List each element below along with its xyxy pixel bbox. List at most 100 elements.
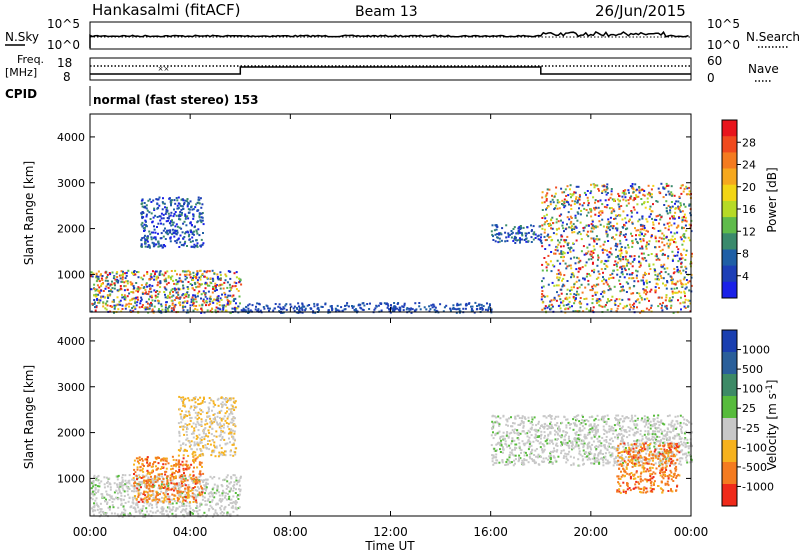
- data-cell: [111, 306, 113, 308]
- data-cell: [575, 226, 577, 228]
- data-cell: [541, 202, 543, 204]
- data-cell: [603, 278, 605, 280]
- data-cell: [646, 221, 648, 223]
- data-cell: [153, 217, 155, 219]
- data-cell: [573, 429, 575, 431]
- data-cell: [656, 259, 658, 261]
- data-cell: [123, 508, 125, 510]
- data-cell: [156, 492, 158, 494]
- data-cell: [198, 429, 200, 431]
- data-cell: [672, 293, 674, 295]
- data-cell: [518, 239, 520, 241]
- data-cell: [626, 305, 628, 307]
- data-cell: [95, 294, 97, 296]
- data-cell: [232, 490, 234, 492]
- data-cell: [188, 270, 190, 272]
- data-cell: [209, 301, 211, 303]
- data-cell: [166, 209, 168, 211]
- data-cell: [566, 293, 568, 295]
- data-cell: [565, 461, 567, 463]
- data-cell: [668, 273, 670, 275]
- data-cell: [570, 221, 572, 223]
- cpid-value: normal (fast stereo) 153: [93, 93, 259, 107]
- data-cell: [546, 214, 548, 216]
- data-cell: [565, 308, 567, 310]
- data-cell: [565, 263, 567, 265]
- data-cell: [184, 221, 186, 223]
- data-cell: [677, 225, 679, 227]
- data-cell: [496, 236, 498, 238]
- data-cell: [581, 284, 583, 286]
- data-cell: [98, 271, 100, 273]
- data-cell: [501, 240, 503, 242]
- data-cell: [229, 290, 231, 292]
- data-cell: [468, 302, 470, 304]
- data-cell: [156, 506, 158, 508]
- data-cell: [585, 253, 587, 255]
- data-cell: [621, 196, 623, 198]
- data-cell: [171, 270, 173, 272]
- data-cell: [476, 305, 478, 307]
- data-cell: [208, 432, 210, 434]
- data-cell: [208, 509, 210, 511]
- data-cell: [472, 306, 474, 308]
- data-cell: [289, 303, 291, 305]
- data-cell: [186, 274, 188, 276]
- data-cell: [175, 279, 177, 281]
- data-cell: [137, 299, 139, 301]
- data-cell: [185, 423, 187, 425]
- data-cell: [683, 249, 685, 251]
- data-cell: [528, 232, 530, 234]
- data-cell: [508, 236, 510, 238]
- data-cell: [677, 251, 679, 253]
- data-cell: [452, 304, 454, 306]
- data-cell: [200, 413, 202, 415]
- data-cell: [595, 294, 597, 296]
- data-cell: [174, 483, 176, 485]
- data-cell: [619, 195, 621, 197]
- data-cell: [683, 278, 685, 280]
- data-cell: [619, 250, 621, 252]
- data-cell: [362, 302, 364, 304]
- data-cell: [548, 224, 550, 226]
- data-cell: [202, 232, 204, 234]
- data-cell: [670, 305, 672, 307]
- data-cell: [107, 274, 109, 276]
- data-cell: [117, 492, 119, 494]
- data-cell: [218, 278, 220, 280]
- data-cell: [581, 419, 583, 421]
- data-cell: [572, 242, 574, 244]
- data-cell: [103, 476, 105, 478]
- data-cell: [164, 228, 166, 230]
- data-cell: [620, 233, 622, 235]
- data-cell: [161, 511, 163, 513]
- data-cell: [194, 206, 196, 208]
- data-cell: [650, 307, 652, 309]
- data-cell: [184, 416, 186, 418]
- data-cell: [633, 206, 635, 208]
- data-cell: [178, 297, 180, 299]
- data-cell: [533, 231, 535, 233]
- data-cell: [95, 296, 97, 298]
- data-cell: [684, 306, 686, 308]
- data-cell: [587, 204, 589, 206]
- data-cell: [618, 206, 620, 208]
- data-cell: [548, 206, 550, 208]
- data-cell: [219, 495, 221, 497]
- data-cell: [632, 292, 634, 294]
- data-cell: [96, 298, 98, 300]
- data-cell: [551, 239, 553, 241]
- data-cell: [632, 223, 634, 225]
- data-cell: [226, 488, 228, 490]
- data-cell: [643, 289, 645, 291]
- data-cell: [205, 419, 207, 421]
- data-cell: [181, 410, 183, 412]
- data-cell: [588, 212, 590, 214]
- data-cell: [418, 302, 420, 304]
- data-cell: [561, 450, 563, 452]
- data-cell: [144, 241, 146, 243]
- data-cell: [94, 500, 96, 502]
- data-cell: [628, 199, 630, 201]
- data-cell: [187, 467, 189, 469]
- data-cell: [569, 301, 571, 303]
